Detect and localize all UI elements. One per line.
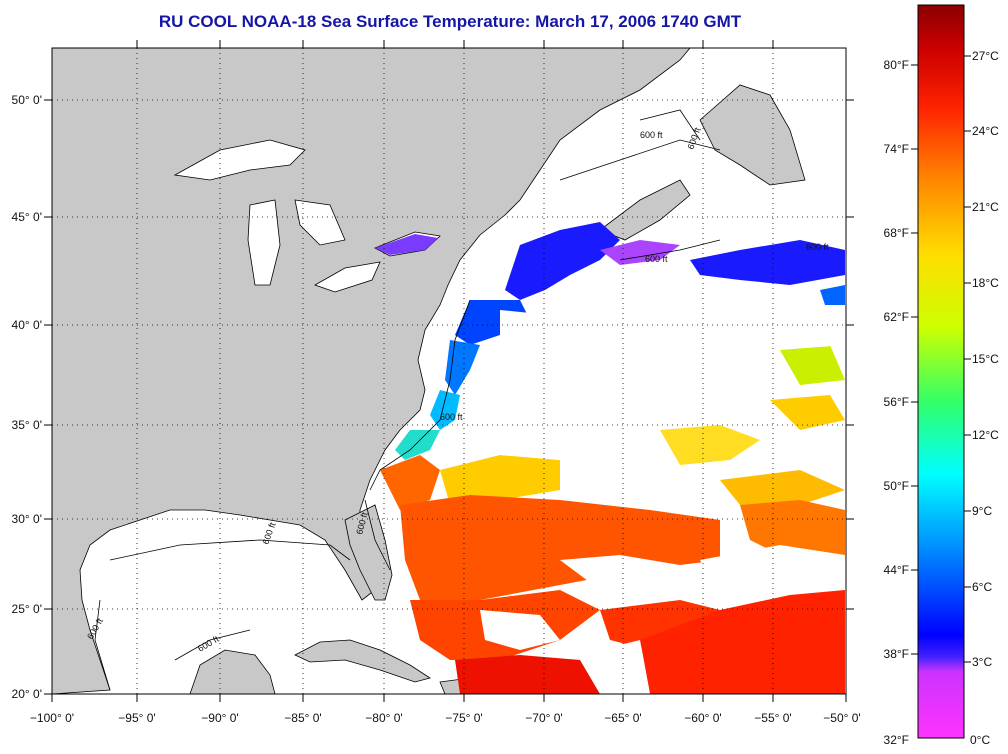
fahrenheit-label: 68°F <box>884 226 909 240</box>
land-newfoundland <box>699 84 806 186</box>
lon-label: −80° 0' <box>365 711 402 725</box>
land-florida <box>344 504 393 601</box>
celsius-label: 3°C <box>972 655 992 669</box>
celsius-label: 21°C <box>972 200 999 214</box>
fahrenheit-label: 32°F <box>884 733 909 747</box>
celsius-label: 9°C <box>972 504 992 518</box>
map-title: RU COOL NOAA-18 Sea Surface Temperature:… <box>158 12 742 31</box>
contour-label: 600 ft <box>645 254 668 264</box>
sst-warm-south <box>380 455 845 694</box>
lat-label: 50° 0' <box>12 93 42 107</box>
celsius-label: 15°C <box>972 352 999 366</box>
lon-label: −65° 0' <box>604 711 641 725</box>
colorbar-ticks <box>911 55 971 663</box>
lat-label: 45° 0' <box>12 210 42 224</box>
celsius-label: 24°C <box>972 124 999 138</box>
land-cuba <box>294 639 431 683</box>
lon-label: −95° 0' <box>118 711 155 725</box>
lat-label: 40° 0' <box>12 318 42 332</box>
lon-label: −75° 0' <box>445 711 482 725</box>
lon-label: −90° 0' <box>201 711 238 725</box>
lat-label: 20° 0' <box>12 687 42 701</box>
fahrenheit-label: 38°F <box>884 647 909 661</box>
lon-label: −55° 0' <box>754 711 791 725</box>
lat-label: 35° 0' <box>12 418 42 432</box>
longitude-labels: −100° 0' −95° 0' −90° 0' −85° 0' −80° 0'… <box>30 711 861 725</box>
lon-label: −60° 0' <box>684 711 721 725</box>
fahrenheit-label: 74°F <box>884 142 909 156</box>
celsius-label: 18°C <box>972 276 999 290</box>
land-yucatan <box>189 649 276 694</box>
celsius-label: 0°C <box>970 733 990 747</box>
contour-label: 600 ft <box>806 242 829 252</box>
fahrenheit-label: 62°F <box>884 310 909 324</box>
celsius-label: 27°C <box>972 49 999 63</box>
lon-label: −70° 0' <box>525 711 562 725</box>
fahrenheit-label: 56°F <box>884 395 909 409</box>
celsius-label: 12°C <box>972 428 999 442</box>
frame-ticks <box>44 40 854 702</box>
sst-mid-latitude <box>440 345 845 505</box>
fahrenheit-label: 44°F <box>884 563 909 577</box>
contour-label: 600 ft <box>440 412 463 422</box>
lon-label: −100° 0' <box>30 711 74 725</box>
lat-label: 30° 0' <box>12 512 42 526</box>
lat-label: 25° 0' <box>12 602 42 616</box>
colorbar <box>917 4 965 739</box>
depth-contours <box>94 109 721 691</box>
lon-label: −50° 0' <box>823 711 860 725</box>
contour-label: 600 ft <box>640 130 663 140</box>
lon-label: −85° 0' <box>284 711 321 725</box>
cloud-cover <box>470 310 845 694</box>
colorbar-fahrenheit-labels: 80°F 74°F 68°F 62°F 56°F 50°F 44°F 38°F … <box>884 58 909 747</box>
latitude-labels: 50° 0' 45° 0' 40° 0' 35° 0' 30° 0' 25° 0… <box>12 93 42 701</box>
land-nova-scotia <box>599 179 691 241</box>
celsius-label: 6°C <box>972 580 992 594</box>
fahrenheit-label: 50°F <box>884 479 909 493</box>
colorbar-celsius-labels: 27°C 24°C 21°C 18°C 15°C 12°C 9°C 6°C 3°… <box>970 49 999 747</box>
map-frame <box>51 47 847 695</box>
fahrenheit-label: 80°F <box>884 58 909 72</box>
